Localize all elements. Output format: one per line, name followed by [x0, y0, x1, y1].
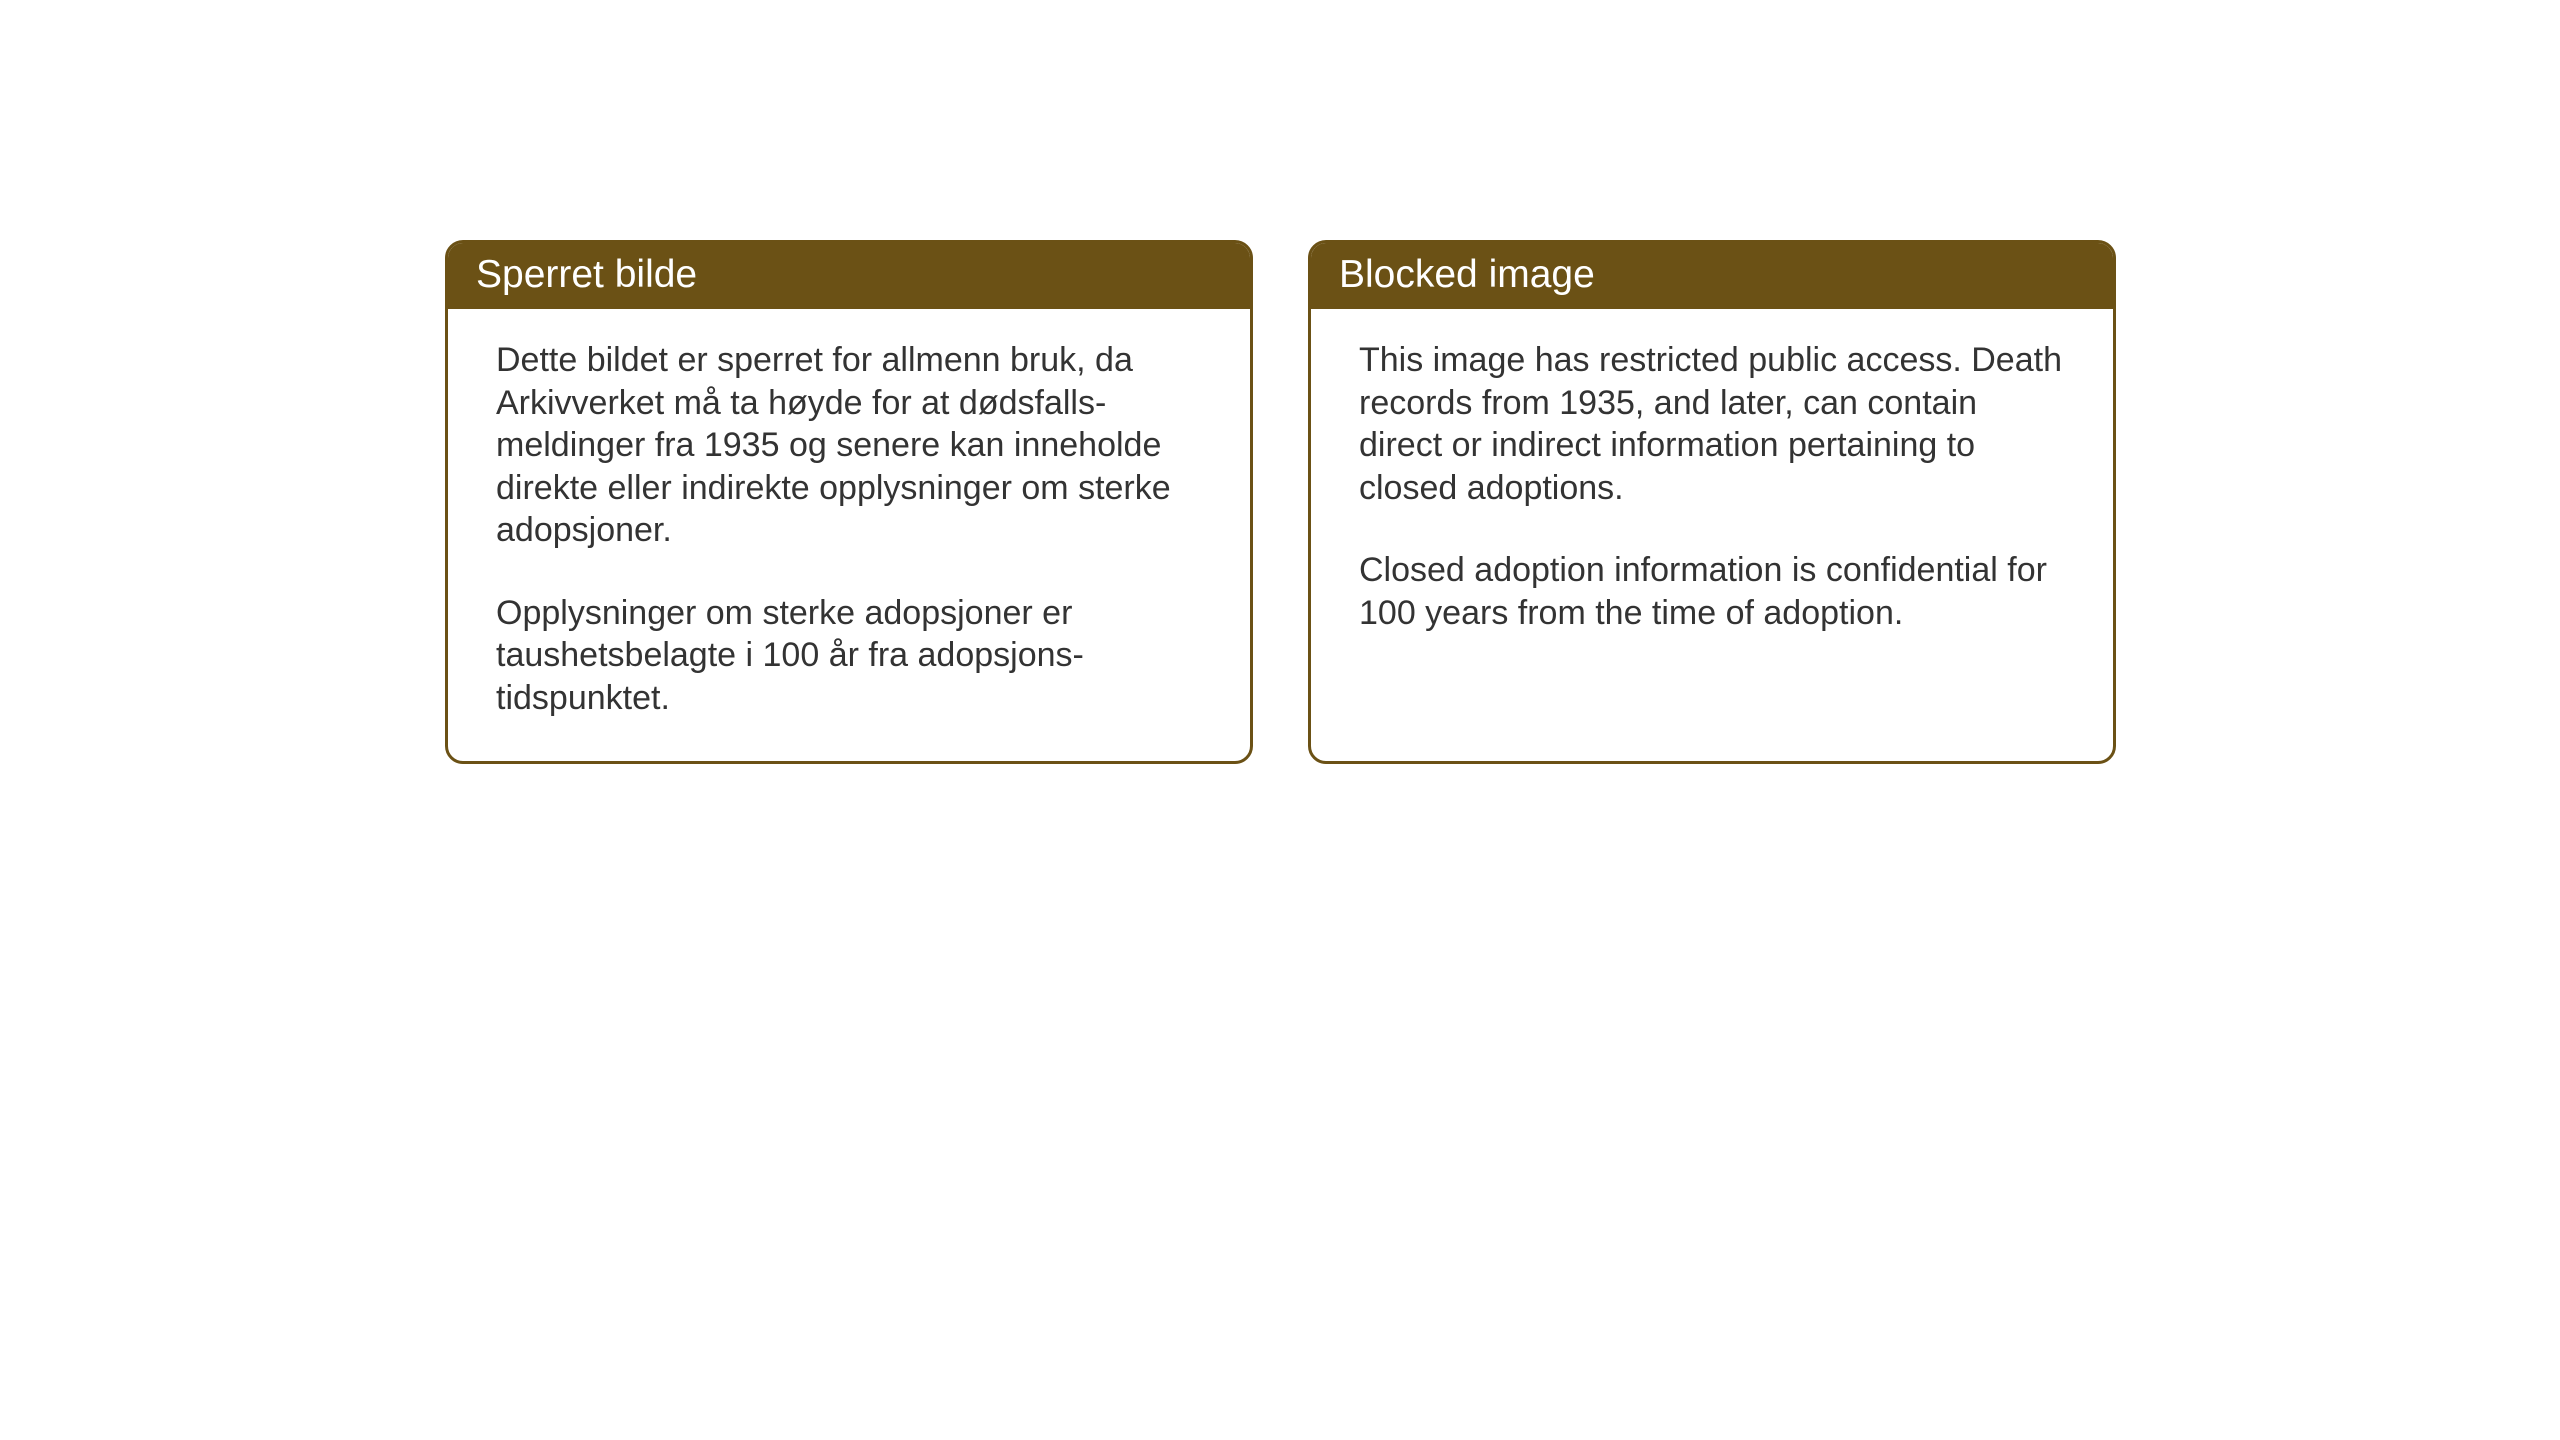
- english-card-title: Blocked image: [1311, 243, 2113, 309]
- english-card-body: This image has restricted public access.…: [1311, 309, 2113, 676]
- english-paragraph-2: Closed adoption information is confident…: [1359, 549, 2065, 634]
- norwegian-paragraph-2: Opplysninger om sterke adopsjoner er tau…: [496, 592, 1202, 720]
- norwegian-paragraph-1: Dette bildet er sperret for allmenn bruk…: [496, 339, 1202, 552]
- norwegian-notice-card: Sperret bilde Dette bildet er sperret fo…: [445, 240, 1253, 764]
- english-notice-card: Blocked image This image has restricted …: [1308, 240, 2116, 764]
- norwegian-card-title: Sperret bilde: [448, 243, 1250, 309]
- norwegian-card-body: Dette bildet er sperret for allmenn bruk…: [448, 309, 1250, 761]
- notice-container: Sperret bilde Dette bildet er sperret fo…: [445, 240, 2116, 764]
- english-paragraph-1: This image has restricted public access.…: [1359, 339, 2065, 509]
